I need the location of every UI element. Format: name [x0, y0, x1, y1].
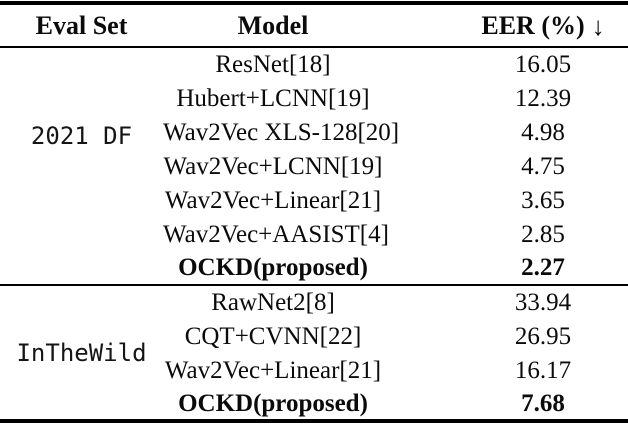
- table-row: 2021 DF ResNet[18] 16.05: [0, 47, 628, 148]
- eer-value-cell: 3.65: [521, 186, 565, 214]
- table-row: CQT+CVNN[22] 26.95: [0, 319, 628, 353]
- model-cell: Wav2Vec+AASIST[4]: [163, 220, 389, 248]
- table-row: Wav2Vec+Linear[21] 3.65: [0, 183, 628, 217]
- eer-value-cell: 2.85: [521, 220, 565, 248]
- model-cell: Wav2Vec+Linear[21]: [164, 186, 382, 214]
- eer-value-cell: 2.27: [521, 254, 565, 281]
- eer-value-cell: 7.68: [521, 389, 565, 417]
- eval-set-label: 2021 DF: [30, 122, 133, 150]
- table-header: Eval Set Model EER (%) ↓: [0, 3, 628, 47]
- header-eval-set: Eval Set: [35, 10, 128, 40]
- eer-value-cell: 26.95: [514, 322, 572, 350]
- table-row: Hubert+LCNN[19] 12.39: [0, 81, 628, 115]
- table-row: Wav2Vec XLS-128[20] 4.98: [0, 115, 628, 149]
- results-table: Eval Set Model EER (%) ↓ 2021 DF ResNet[18…: [0, 1, 628, 423]
- header-eer-label: EER (%): [481, 10, 585, 40]
- header-eer: EER (%) ↓: [403, 3, 628, 47]
- model-cell: Hubert+LCNN[19]: [176, 84, 370, 112]
- header-row: Eval Set Model EER (%) ↓: [0, 3, 628, 47]
- eval-set-cell: InTheWild: [0, 285, 163, 421]
- model-cell: OCKD(proposed): [178, 254, 368, 281]
- eer-value-cell: 33.94: [514, 289, 572, 316]
- table-row: OCKD(proposed) 2.27: [0, 251, 628, 285]
- model-cell: OCKD(proposed): [178, 389, 368, 417]
- eval-set-cell: 2021 DF: [0, 47, 163, 285]
- table-row: Wav2Vec+AASIST[4] 2.85: [0, 217, 628, 251]
- model-cell: ResNet[18]: [215, 51, 331, 78]
- table-body: 2021 DF ResNet[18] 16.05 Hubert+LCNN[19] 12.…: [0, 47, 628, 421]
- eer-value-cell: 16.17: [514, 356, 572, 384]
- model-cell: CQT+CVNN[22]: [184, 322, 362, 350]
- eval-set-label: InTheWild: [16, 338, 147, 367]
- eer-value-cell: 12.39: [514, 84, 572, 112]
- eer-value-cell: 4.75: [521, 152, 565, 180]
- model-cell: Wav2Vec+Linear[21]: [164, 356, 382, 384]
- eer-value-cell: 4.98: [521, 118, 565, 146]
- table-row: InTheWild RawNet2[8] 33.94: [0, 285, 628, 365]
- model-cell: Wav2Vec+LCNN[19]: [163, 152, 383, 180]
- model-cell: Wav2Vec XLS-128[20]: [163, 118, 400, 146]
- table-row: Wav2Vec+Linear[21] 16.17: [0, 353, 628, 387]
- eer-value-cell: 16.05: [514, 51, 572, 78]
- table-row: OCKD(proposed) 7.68: [0, 387, 628, 421]
- table-row: Wav2Vec+LCNN[19] 4.75: [0, 149, 628, 183]
- header-model: Model: [237, 10, 309, 40]
- down-arrow-icon: ↓: [591, 11, 605, 41]
- model-cell: RawNet2[8]: [211, 289, 335, 316]
